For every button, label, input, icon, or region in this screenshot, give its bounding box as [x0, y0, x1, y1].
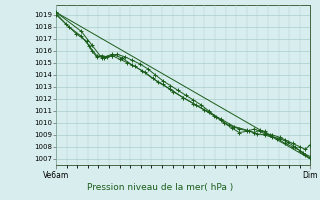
Text: Pression niveau de la mer( hPa ): Pression niveau de la mer( hPa )	[87, 183, 233, 192]
